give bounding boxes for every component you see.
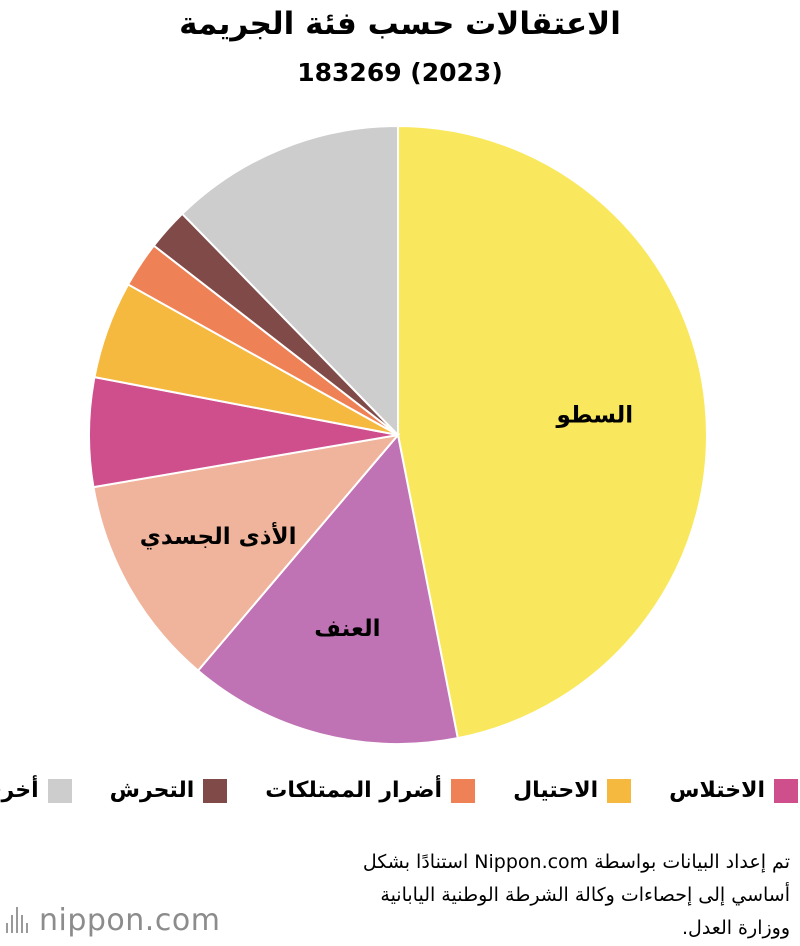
legend-label: أخرى bbox=[0, 778, 39, 803]
legend-swatch bbox=[203, 778, 228, 803]
legend-label: التحرش bbox=[109, 778, 195, 803]
pie-slice-labels: السطو العنف الأذى الجسدي bbox=[140, 402, 633, 642]
legend-label: الاحتيال bbox=[513, 778, 599, 803]
chart-title: الاعتقالات حسب فئة الجريمة bbox=[179, 6, 621, 42]
source-line-1: تم إعداد البيانات بواسطة Nippon.com استن… bbox=[362, 851, 790, 873]
nippon-logo: nippon.com bbox=[6, 900, 220, 940]
logo-mark-icon bbox=[6, 907, 31, 933]
legend-item: أخرى bbox=[0, 778, 72, 803]
legend-label: أضرار الممتلكات bbox=[265, 778, 443, 803]
legend-item: التحرش bbox=[110, 778, 228, 803]
source-line-3: ووزارة العدل. bbox=[681, 917, 790, 939]
pie-slice-theft bbox=[397, 124, 708, 740]
legend-item: الاختلاس bbox=[669, 778, 798, 803]
pie-chart: السطو العنف الأذى الجسدي bbox=[88, 124, 708, 745]
legend-swatch bbox=[607, 778, 632, 803]
pie-slices bbox=[88, 124, 708, 745]
slice-label-theft: السطو bbox=[555, 402, 633, 428]
source-note: تم إعداد البيانات بواسطة Nippon.com استن… bbox=[230, 846, 790, 945]
legend-label: الاختلاس bbox=[669, 778, 765, 803]
chart-subtitle: 183269 (2023) bbox=[297, 58, 503, 87]
legend-swatch bbox=[451, 778, 476, 803]
pie-slice-violence bbox=[196, 432, 459, 745]
slice-label-violence: العنف bbox=[314, 616, 380, 642]
chart-legend: الاختلاس الاحتيال أضرار الممتلكات التحرش أخر… bbox=[0, 778, 798, 803]
logo-text: nippon.com bbox=[39, 902, 221, 938]
pie-slice-bodily-harm bbox=[92, 433, 401, 673]
legend-swatch bbox=[774, 778, 798, 803]
source-line-2: أساسي إلى إحصاءات وكالة الشرطة الوطنية ا… bbox=[380, 884, 790, 906]
slice-label-bodily-harm: الأذى الجسدي bbox=[140, 521, 297, 550]
legend-swatch bbox=[47, 778, 72, 803]
legend-item: أضرار الممتلكات bbox=[265, 778, 476, 803]
legend-item: الاحتيال bbox=[513, 778, 632, 803]
pie-slice-other bbox=[180, 124, 399, 438]
